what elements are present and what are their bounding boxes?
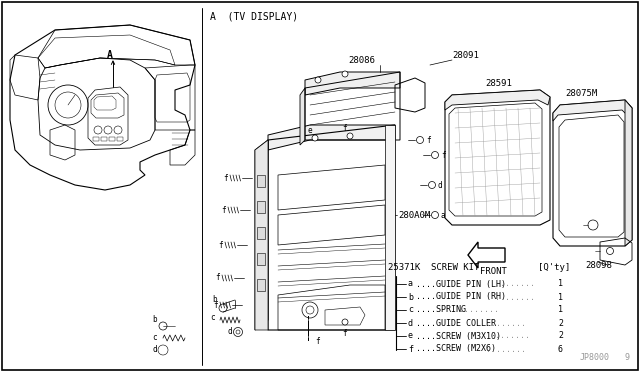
Text: ....SCREW (M2X6): ....SCREW (M2X6) [416, 344, 496, 353]
Polygon shape [305, 72, 400, 95]
Text: ....SCREW (M3X10): ....SCREW (M3X10) [416, 331, 501, 340]
Text: f: f [441, 151, 445, 160]
Text: f: f [216, 273, 220, 282]
Circle shape [429, 182, 435, 189]
Circle shape [159, 322, 167, 330]
Text: e: e [408, 331, 413, 340]
Text: 28098: 28098 [585, 260, 612, 269]
Circle shape [236, 330, 240, 334]
Text: f: f [223, 173, 228, 183]
Text: b: b [153, 315, 157, 324]
Bar [257, 201, 265, 213]
Bar [257, 175, 265, 187]
Text: ....GUIDE PIN (RH): ....GUIDE PIN (RH) [416, 292, 506, 301]
Polygon shape [553, 100, 632, 121]
Text: c: c [211, 314, 215, 323]
Bar [109, 137, 115, 141]
Polygon shape [300, 88, 305, 145]
Circle shape [302, 302, 318, 318]
Text: 280A0M: 280A0M [398, 211, 430, 219]
Text: d: d [408, 318, 413, 327]
Text: f: f [218, 241, 223, 250]
Polygon shape [255, 140, 268, 330]
Text: 28091: 28091 [452, 51, 479, 60]
Circle shape [55, 92, 81, 118]
Text: f: f [213, 301, 218, 310]
Text: ........: ........ [486, 318, 526, 327]
Circle shape [417, 137, 424, 144]
Bar [257, 279, 265, 291]
Bar [93, 137, 99, 141]
Text: 2: 2 [558, 318, 563, 327]
Bar [257, 253, 265, 265]
Polygon shape [445, 90, 550, 110]
Text: ....GUIDE COLLER: ....GUIDE COLLER [416, 318, 496, 327]
Text: ........: ........ [486, 344, 526, 353]
Bar [117, 137, 123, 141]
Circle shape [234, 327, 243, 337]
Text: 1: 1 [558, 279, 563, 289]
Bar [101, 137, 107, 141]
Circle shape [431, 151, 438, 158]
Circle shape [104, 126, 112, 134]
Circle shape [114, 126, 122, 134]
Circle shape [94, 126, 102, 134]
Text: ........: ........ [490, 331, 531, 340]
Text: 28591: 28591 [485, 78, 512, 87]
Text: f: f [342, 124, 348, 132]
Text: 25371K  SCREW KIT: 25371K SCREW KIT [388, 263, 479, 273]
Polygon shape [255, 140, 268, 330]
Circle shape [347, 133, 353, 139]
Circle shape [48, 85, 88, 125]
Text: c: c [153, 334, 157, 343]
Text: b: b [212, 295, 218, 305]
Text: 6: 6 [558, 344, 563, 353]
Text: e: e [308, 125, 312, 135]
Text: 28075M: 28075M [565, 89, 597, 97]
Text: ........: ........ [495, 292, 535, 301]
Text: [Q'ty]: [Q'ty] [538, 263, 570, 273]
Text: 9: 9 [625, 353, 630, 362]
Polygon shape [268, 125, 395, 150]
Text: ........: ........ [459, 305, 499, 314]
Text: f: f [221, 205, 226, 215]
Text: 2: 2 [558, 331, 563, 340]
Text: ....GUIDE PIN (LH): ....GUIDE PIN (LH) [416, 279, 506, 289]
Circle shape [607, 247, 614, 254]
Text: A: A [107, 50, 113, 60]
Circle shape [342, 319, 348, 325]
Text: 1: 1 [558, 292, 563, 301]
Circle shape [431, 212, 438, 218]
Circle shape [588, 220, 598, 230]
Text: d: d [438, 180, 443, 189]
Text: a: a [441, 211, 445, 219]
Text: f: f [342, 328, 348, 337]
Circle shape [306, 306, 314, 314]
Text: JP8000: JP8000 [580, 353, 610, 362]
Circle shape [315, 77, 321, 83]
Text: 1: 1 [558, 305, 563, 314]
Text: ....SPRING: ....SPRING [416, 305, 466, 314]
Text: FRONT: FRONT [480, 267, 507, 276]
Circle shape [342, 71, 348, 77]
Polygon shape [385, 125, 395, 330]
Polygon shape [625, 100, 632, 246]
Text: b: b [408, 292, 413, 301]
Text: f: f [426, 135, 431, 144]
Text: c: c [408, 305, 413, 314]
Circle shape [160, 347, 166, 353]
Circle shape [312, 135, 318, 141]
Text: 28086: 28086 [349, 55, 376, 64]
Text: d: d [228, 327, 232, 337]
Circle shape [219, 304, 227, 312]
Text: f: f [408, 344, 413, 353]
Bar [257, 227, 265, 239]
Text: A  (TV DISPLAY): A (TV DISPLAY) [210, 11, 298, 21]
Text: f: f [315, 337, 319, 346]
Text: a: a [408, 279, 413, 289]
Circle shape [158, 345, 168, 355]
Text: ........: ........ [495, 279, 535, 289]
Text: d: d [153, 346, 157, 355]
